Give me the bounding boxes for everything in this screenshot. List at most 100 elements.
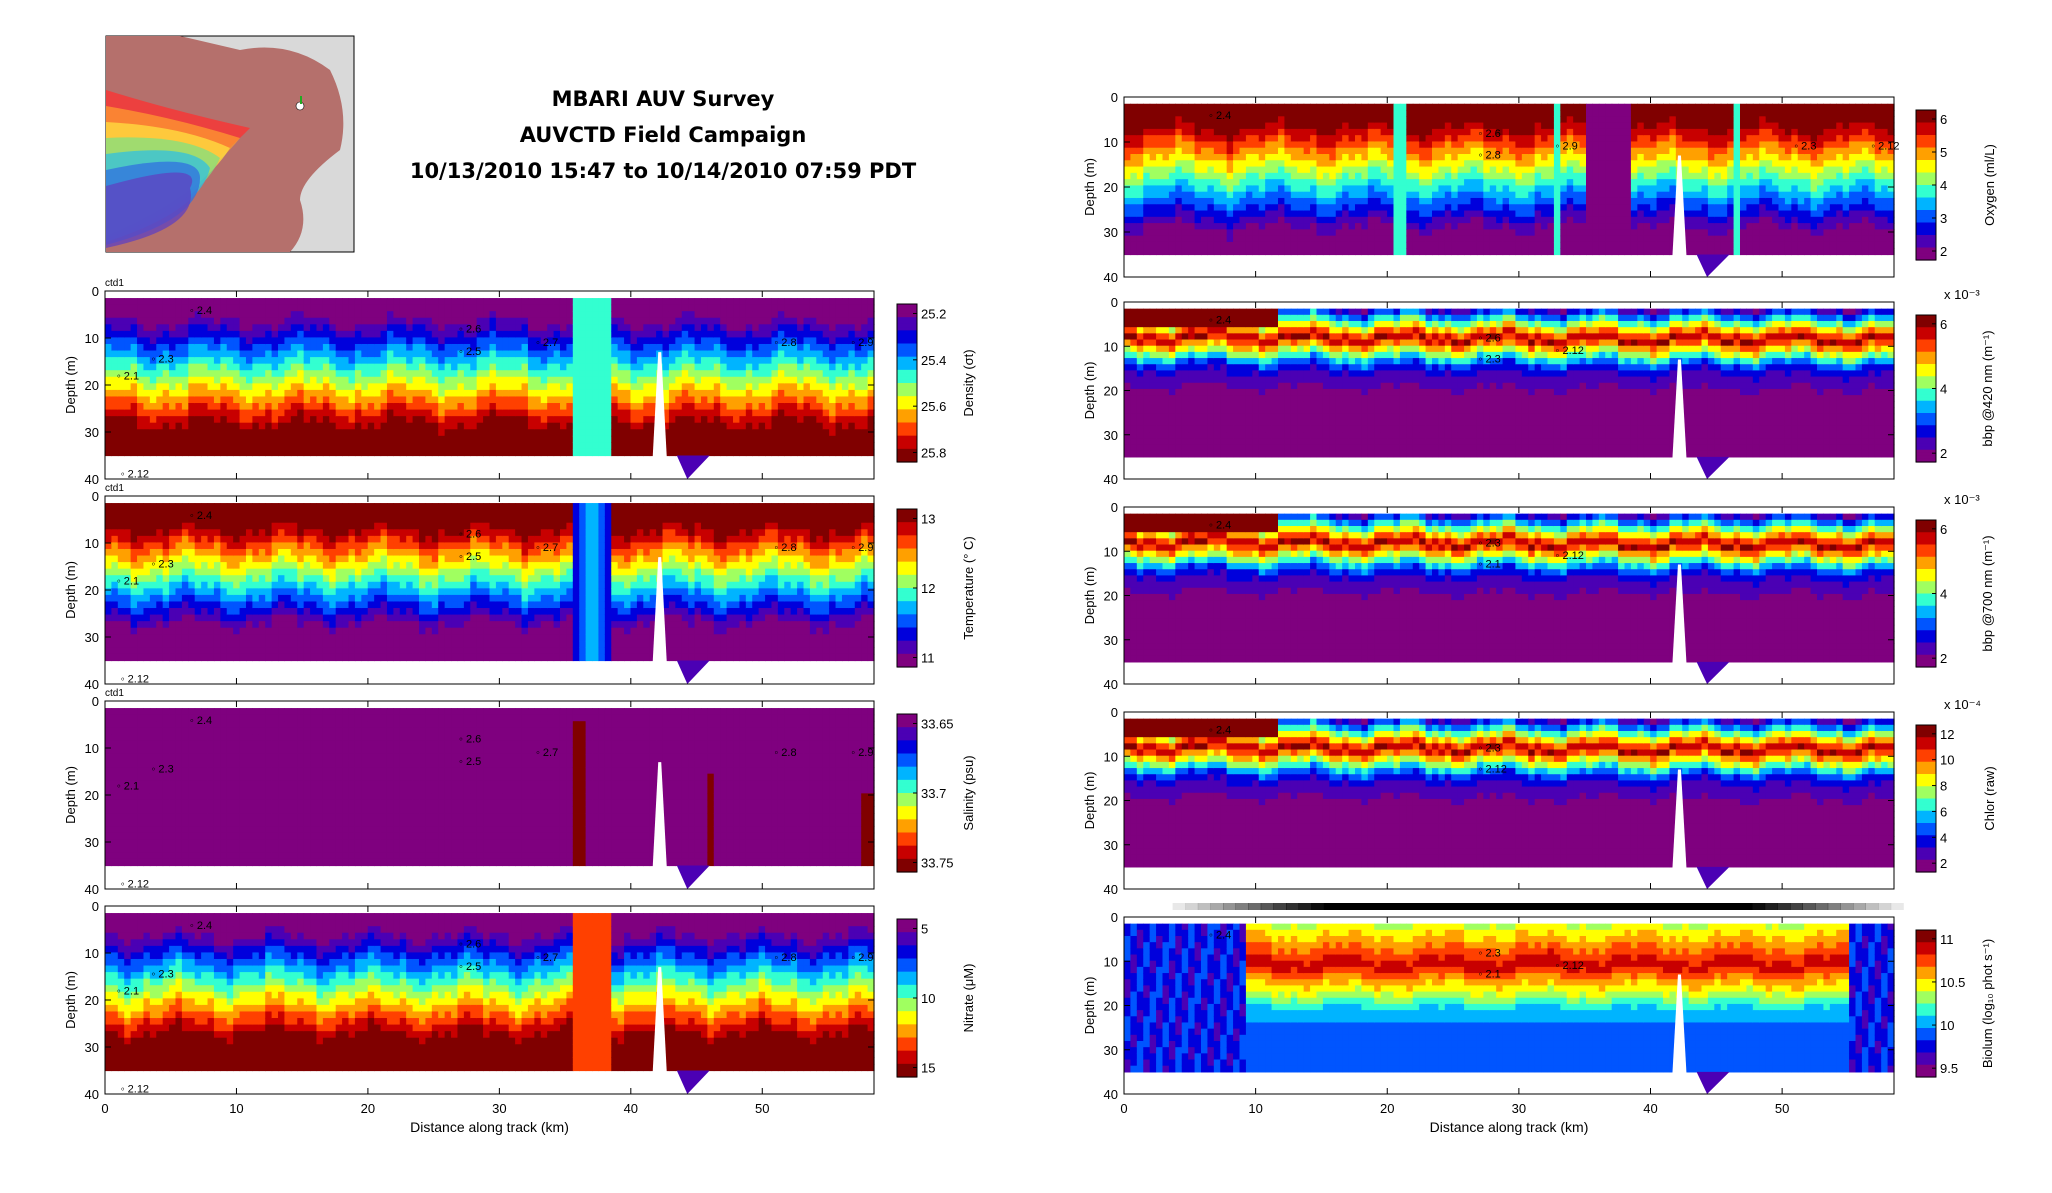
heatmap-cell	[227, 436, 234, 443]
heatmap-cell	[611, 390, 618, 397]
heatmap-cell	[278, 569, 285, 576]
heatmap-cell	[304, 318, 311, 325]
heatmap-cell	[451, 601, 458, 608]
heatmap-cell	[714, 383, 721, 390]
heatmap-cell	[707, 351, 714, 358]
heatmap-cell	[323, 429, 330, 436]
heatmap-cell	[765, 377, 772, 384]
heatmap-cell	[855, 383, 862, 390]
heatmap-cell	[278, 621, 285, 628]
heatmap-cell	[509, 357, 516, 364]
heatmap-cell	[118, 442, 125, 449]
heatmap-cell	[259, 442, 266, 449]
heatmap-cell	[131, 331, 138, 338]
heatmap-cell	[406, 608, 413, 615]
heatmap-cell	[265, 654, 272, 661]
heatmap-cell	[291, 536, 298, 543]
heatmap-cell	[810, 298, 817, 305]
heatmap-cell	[784, 403, 791, 410]
heatmap-cell	[291, 595, 298, 602]
heatmap-cell	[323, 449, 330, 456]
heatmap-cell	[586, 529, 593, 536]
heatmap-cell	[368, 298, 375, 305]
heatmap-cell	[637, 318, 644, 325]
heatmap-cell	[842, 364, 849, 371]
heatmap-cell	[195, 595, 202, 602]
heatmap-cell	[624, 529, 631, 536]
heatmap-cell	[586, 654, 593, 661]
heatmap-cell	[554, 523, 561, 530]
heatmap-cell	[483, 416, 490, 423]
heatmap-cell	[720, 311, 727, 318]
heatmap-cell	[214, 331, 221, 338]
heatmap-cell	[413, 377, 420, 384]
heatmap-cell	[143, 634, 150, 641]
heatmap-cell	[342, 311, 349, 318]
heatmap-cell	[810, 311, 817, 318]
heatmap-cell	[804, 396, 811, 403]
heatmap-cell	[124, 595, 131, 602]
heatmap-cell	[323, 324, 330, 331]
heatmap-cell	[592, 442, 599, 449]
heatmap-cell	[778, 298, 785, 305]
heatmap-cell	[438, 608, 445, 615]
heatmap-cell	[541, 628, 548, 635]
heatmap-cell	[163, 429, 170, 436]
heatmap-cell	[855, 351, 862, 358]
heatmap-cell	[810, 442, 817, 449]
heatmap-cell	[150, 542, 157, 549]
heatmap-cell	[425, 377, 432, 384]
heatmap-cell	[695, 331, 702, 338]
heatmap-cell	[624, 556, 631, 563]
heatmap-cell	[182, 442, 189, 449]
heatmap-cell	[233, 516, 240, 523]
heatmap-cell	[163, 436, 170, 443]
heatmap-cell	[816, 436, 823, 443]
heatmap-cell	[413, 621, 420, 628]
heatmap-cell	[490, 311, 497, 318]
heatmap-cell	[759, 370, 766, 377]
heatmap-cell	[355, 423, 362, 430]
heatmap-cell	[586, 562, 593, 569]
heatmap-cell	[233, 588, 240, 595]
heatmap-cell	[246, 416, 253, 423]
heatmap-cell	[137, 396, 144, 403]
heatmap-cell	[227, 628, 234, 635]
heatmap-cell	[836, 416, 843, 423]
heatmap-cell	[528, 331, 535, 338]
heatmap-cell	[464, 569, 471, 576]
heatmap-cell	[445, 324, 452, 331]
heatmap-cell	[477, 601, 484, 608]
heatmap-cell	[137, 410, 144, 417]
heatmap-cell	[611, 449, 618, 456]
heatmap-cell	[579, 549, 586, 556]
heatmap-cell	[534, 621, 541, 628]
heatmap-cell	[419, 503, 426, 510]
heatmap-cell	[804, 390, 811, 397]
heatmap-cell	[707, 442, 714, 449]
heatmap-cell	[695, 357, 702, 364]
heatmap-cell	[220, 510, 227, 517]
heatmap-cell	[201, 615, 208, 622]
heatmap-cell	[304, 383, 311, 390]
heatmap-cell	[688, 364, 695, 371]
heatmap-cell	[291, 351, 298, 358]
heatmap-cell	[175, 549, 182, 556]
heatmap-cell	[733, 318, 740, 325]
heatmap-cell	[464, 575, 471, 582]
heatmap-cell	[272, 529, 279, 536]
heatmap-cell	[554, 556, 561, 563]
heatmap-cell	[400, 536, 407, 543]
heatmap-cell	[804, 364, 811, 371]
heatmap-cell	[265, 429, 272, 436]
heatmap-cell	[675, 423, 682, 430]
heatmap-cell	[765, 324, 772, 331]
heatmap-cell	[791, 429, 798, 436]
heatmap-cell	[554, 503, 561, 510]
heatmap-cell	[566, 536, 573, 543]
heatmap-cell	[541, 582, 548, 589]
heatmap-cell	[522, 423, 529, 430]
heatmap-cell	[457, 654, 464, 661]
heatmap-cell	[432, 608, 439, 615]
heatmap-cell	[118, 449, 125, 456]
